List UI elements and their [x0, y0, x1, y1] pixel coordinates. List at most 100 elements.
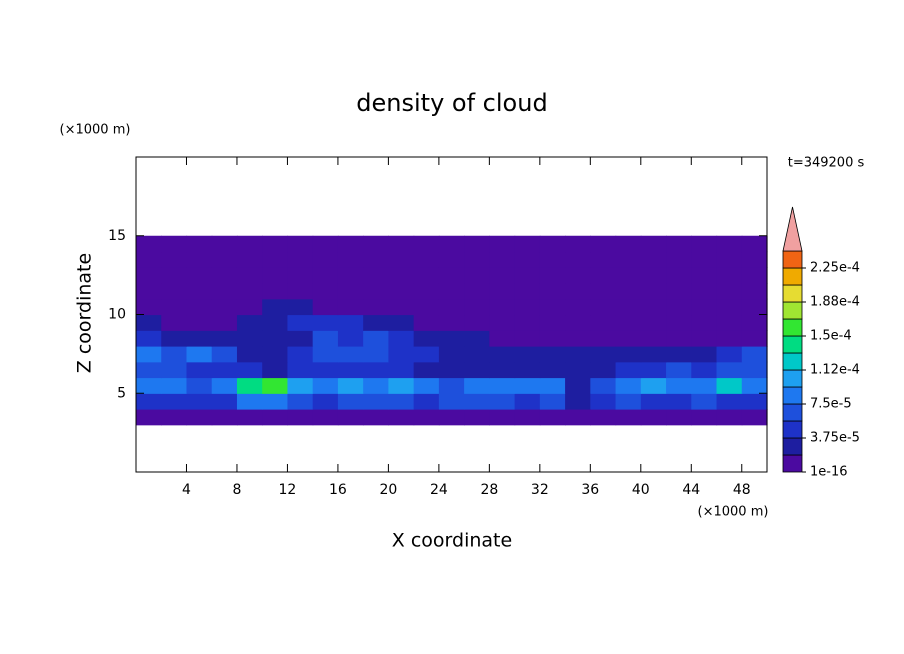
field-cell [161, 283, 188, 300]
field-cell [287, 235, 314, 253]
field-cell [691, 377, 718, 394]
field-cell [161, 251, 188, 268]
field-cell [312, 346, 339, 363]
field-cell [312, 267, 339, 284]
field-cell [312, 298, 339, 316]
field-cell [514, 330, 541, 347]
colorbar-box [782, 284, 803, 303]
field-cell [464, 235, 490, 253]
field-cell [438, 298, 465, 316]
field-cell [186, 409, 213, 426]
colorbar-box [782, 335, 803, 354]
field-cell [211, 267, 238, 284]
field [136, 235, 768, 426]
field-cell [691, 393, 718, 410]
field-cell [565, 409, 591, 426]
field-cell [615, 361, 642, 379]
x-tick-label: 44 [682, 482, 700, 498]
field-cell [413, 346, 440, 363]
field-cell [287, 393, 314, 410]
field-cell [741, 346, 768, 363]
field-cell [590, 267, 617, 284]
field-cell [514, 298, 541, 316]
field-cell [262, 267, 289, 284]
field-cell [388, 283, 415, 300]
field-cell [666, 361, 692, 379]
field-cell [211, 298, 238, 316]
field-cell [262, 361, 289, 379]
field-cell [161, 377, 188, 394]
field-cell [413, 409, 440, 426]
field-cell [640, 251, 667, 268]
field-cell [236, 251, 263, 268]
field-cell [615, 377, 642, 394]
x-tick-label: 28 [480, 482, 498, 498]
field-cell [514, 314, 541, 331]
colorbar-label: 3.75e-5 [810, 431, 860, 446]
field-cell [136, 251, 162, 268]
field-cell [615, 314, 642, 331]
field-cell [539, 330, 566, 347]
field-cell [337, 267, 364, 284]
field-cell [337, 330, 364, 347]
colorbar-box [782, 318, 803, 337]
field-cell [413, 377, 440, 394]
field-cell [186, 393, 213, 410]
field-cell [337, 251, 364, 268]
field-cell [388, 409, 415, 426]
field-cell [136, 314, 162, 331]
field-cell [438, 346, 465, 363]
field-cell [615, 251, 642, 268]
field-cell [716, 251, 743, 268]
field-cell [489, 298, 516, 316]
field-cell [211, 251, 238, 268]
field-cell [640, 361, 667, 379]
field-cell [590, 251, 617, 268]
field-cell [287, 330, 314, 347]
field-cell [691, 330, 718, 347]
field-cell [514, 409, 541, 426]
field-cell [741, 251, 768, 268]
field-cell [640, 330, 667, 347]
field-cell [161, 330, 188, 347]
field-cell [438, 393, 465, 410]
field-cell [691, 409, 718, 426]
field-cell [539, 283, 566, 300]
field-cell [236, 267, 263, 284]
field-cell [489, 267, 516, 284]
field-cell [489, 361, 516, 379]
field-cell [464, 377, 490, 394]
field-cell [287, 298, 314, 316]
colorbar-box [782, 386, 803, 405]
field-cell [590, 283, 617, 300]
field-cell [136, 283, 162, 300]
field-cell [489, 283, 516, 300]
field-cell [388, 346, 415, 363]
y-axis-label: Z coordinate [74, 253, 96, 373]
y-unit: (×1000 m) [60, 123, 131, 138]
field-cell [590, 377, 617, 394]
colorbar-over [782, 206, 803, 252]
colorbar-label: 7.5e-5 [810, 397, 852, 412]
field-cell [211, 314, 238, 331]
field-cell [640, 409, 667, 426]
field-cell [438, 267, 465, 284]
field-cell [287, 267, 314, 284]
field-cell [489, 251, 516, 268]
field-cell [312, 314, 339, 331]
field-cell [539, 235, 566, 253]
field-cell [363, 298, 389, 316]
colorbar-box [782, 437, 803, 456]
field-cell [590, 393, 617, 410]
field-cell [565, 330, 591, 347]
field-cell [363, 330, 389, 347]
field-cell [186, 361, 213, 379]
field-cell [337, 298, 364, 316]
field-cell [514, 283, 541, 300]
field-cell [539, 346, 566, 363]
field-cell [136, 409, 162, 426]
field-cell [262, 377, 289, 394]
field-cell [716, 346, 743, 363]
field-cell [565, 377, 591, 394]
field-cell [438, 251, 465, 268]
